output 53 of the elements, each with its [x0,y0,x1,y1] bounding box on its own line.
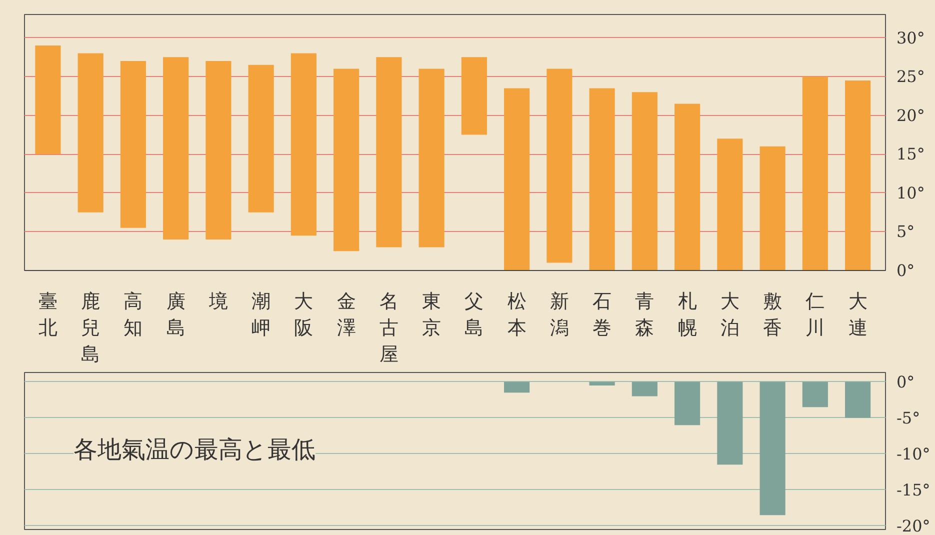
y-tick-label: 20° [896,106,925,125]
x-tick-label: 大阪 [294,290,314,339]
bar [290,53,316,236]
bar [717,138,743,270]
y-tick-label: 10° [896,183,925,202]
bar [206,61,232,240]
x-tick-label: 境 [208,290,228,312]
y-tick-label: -10° [896,444,930,464]
x-tick-label: 高知 [124,290,143,339]
y-tick-label: 0° [896,261,915,280]
y-tick-label: 5° [896,222,915,242]
x-tick-label: 臺北 [38,290,58,339]
x-tick-label: 敷香 [763,290,782,339]
y-tick-label: 25° [896,67,925,86]
bar [163,57,189,240]
x-tick-label: 青森 [635,290,654,339]
bar [546,68,572,263]
x-tick-label: 松本 [507,290,526,339]
bar [802,76,828,270]
x-tick-label: 大連 [848,290,868,339]
bar [120,61,146,228]
bar [504,88,530,270]
y-tick-label: 0° [896,372,915,392]
y-tick-label: -5° [896,408,920,428]
x-tick-label: 仁川 [804,290,825,339]
bar [35,46,61,154]
bar [760,146,786,270]
x-tick-label: 大泊 [720,290,740,339]
y-tick-label: 15° [896,144,925,164]
x-tick-label: 潮岬 [252,290,271,339]
x-tick-label: 新潟 [550,290,569,339]
bar [461,57,487,135]
y-tick-label: -20° [896,516,930,535]
x-tick-label: 札幌 [678,290,697,339]
x-tick-label: 東京 [422,290,442,339]
bar [334,68,360,252]
x-tick-label: 父島 [464,290,484,339]
bar [376,57,402,248]
y-tick-label: 30° [896,28,925,48]
bar [78,53,104,212]
bar [248,64,274,212]
x-tick-label: 鹿兒島 [81,290,100,366]
y-tick-label: -15° [896,480,930,500]
bar [845,80,871,270]
bar [589,88,615,270]
bar [674,104,700,270]
x-tick-label: 石巻 [592,290,612,339]
bar [632,92,658,270]
x-tick-label: 金澤 [336,290,356,339]
text: 各地氣温の最高と最低 [74,436,316,464]
x-tick-label: 名古屋 [379,290,398,366]
bar [418,68,444,248]
x-tick-label: 廣島 [166,290,186,339]
